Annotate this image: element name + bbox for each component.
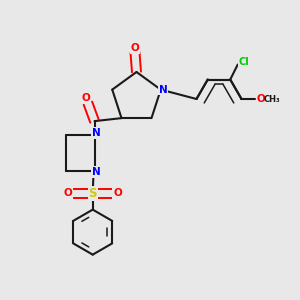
- Text: N: N: [159, 85, 167, 94]
- Text: Cl: Cl: [239, 57, 250, 67]
- Text: O: O: [256, 94, 266, 104]
- Text: O: O: [81, 93, 90, 103]
- Text: N: N: [92, 128, 100, 138]
- Text: O: O: [130, 43, 140, 53]
- Text: S: S: [88, 187, 97, 200]
- Text: O: O: [63, 188, 72, 198]
- Text: O: O: [113, 188, 122, 198]
- Text: CH₃: CH₃: [264, 95, 280, 104]
- Text: N: N: [92, 167, 100, 177]
